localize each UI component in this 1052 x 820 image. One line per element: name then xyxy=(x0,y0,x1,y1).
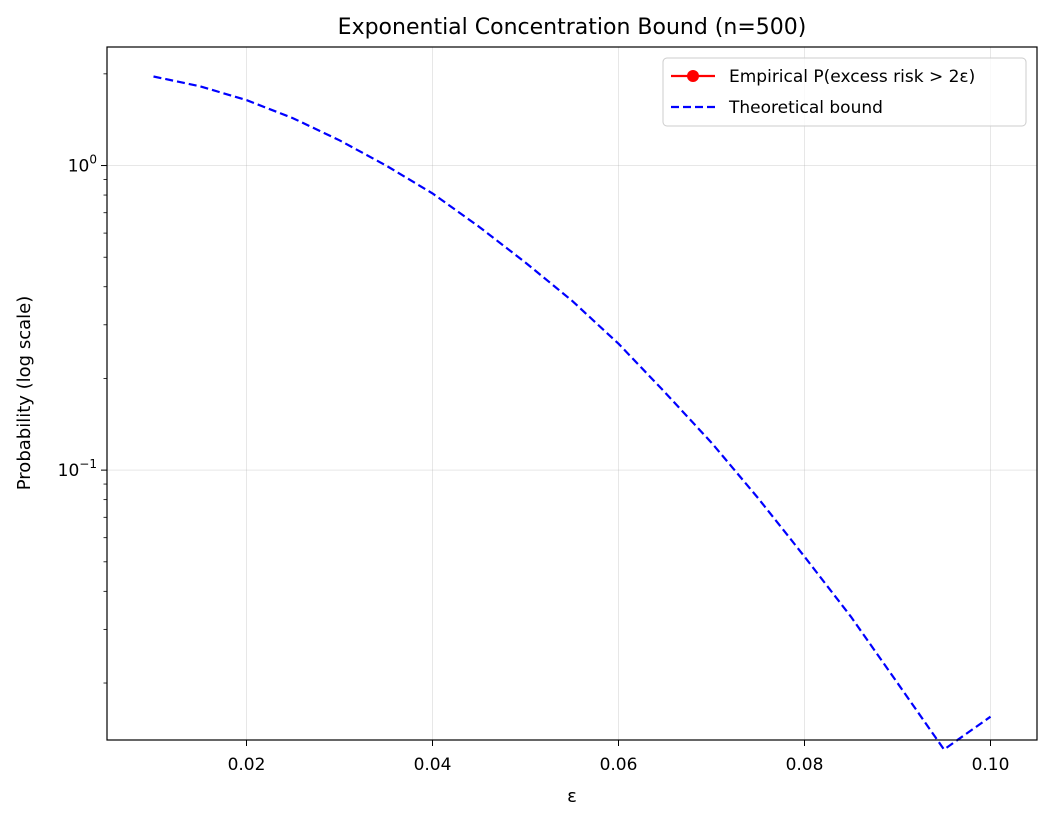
y-tick-exponent: 0 xyxy=(89,153,97,167)
x-tick-label: 0.04 xyxy=(414,755,452,775)
y-axis-label: Probability (log scale) xyxy=(14,296,35,490)
plot-frame xyxy=(106,46,1038,741)
x-tick-label: 0.02 xyxy=(228,755,266,775)
legend-box xyxy=(662,57,1027,127)
x-tick-label: 0.08 xyxy=(786,755,824,775)
x-tick-label: 0.10 xyxy=(972,755,1010,775)
series-line-1 xyxy=(153,75,992,752)
series-layer xyxy=(153,75,992,752)
legend: Empirical P(excess risk > 2ε) Theoretical… xyxy=(662,57,1027,127)
y-tick-base: 10 xyxy=(58,461,80,481)
x-axis-label: ε xyxy=(567,786,577,807)
grid xyxy=(107,47,1037,740)
y-tick-label: 100 xyxy=(68,153,97,177)
chart-title: Exponential Concentration Bound (n=500) xyxy=(338,15,807,40)
y-tick-exponent: −1 xyxy=(79,457,97,471)
legend-label-0: Empirical P(excess risk > 2ε) xyxy=(729,67,975,87)
y-tick-base: 10 xyxy=(68,157,90,177)
legend-marker-0 xyxy=(687,70,699,82)
x-tick-label: 0.06 xyxy=(600,755,638,775)
y-tick-label: 10−1 xyxy=(58,457,97,481)
x-axis: 0.02 0.04 0.06 0.08 0.10 xyxy=(228,740,1010,775)
legend-label-1: Theoretical bound xyxy=(728,98,883,118)
